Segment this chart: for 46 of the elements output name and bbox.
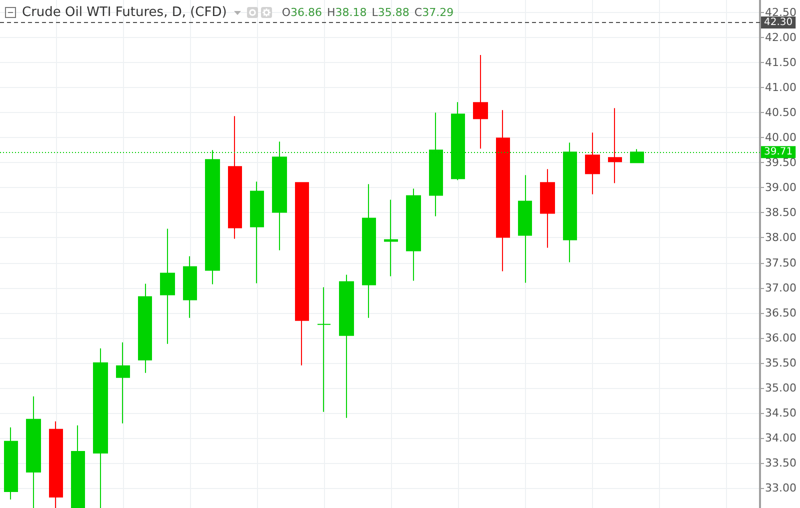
y-tick-label: 40.00 (765, 131, 796, 144)
ref-line-label: 42.30 (764, 17, 793, 28)
y-tick-label: 35.50 (765, 356, 796, 370)
y-tick-label: 39.50 (765, 156, 796, 170)
candlestick (496, 110, 510, 272)
y-tick-label: 40.50 (765, 106, 796, 120)
candlestick (473, 54, 488, 150)
y-tick-label: 36.00 (765, 331, 796, 344)
candlestick (295, 182, 309, 366)
chart-title: Crude Oil WTI Futures, D, (CFD) (22, 5, 227, 20)
y-tick-label: 41.50 (765, 56, 796, 70)
y-tick-label: 34.50 (765, 406, 796, 420)
y-tick-label: 37.50 (765, 256, 796, 270)
annotation: O36.86 H38.18 L35.88 C37.29 (282, 6, 454, 19)
candlestick (4, 426, 18, 500)
candlestick (518, 174, 532, 284)
candlestick (228, 116, 242, 240)
candlestick (362, 184, 376, 318)
candlestick (250, 181, 264, 284)
candlestick (540, 168, 555, 248)
y-tick-label: 37.00 (765, 281, 796, 294)
y-tick-label: 38.00 (765, 231, 796, 244)
candlestick (71, 424, 85, 508)
candlestick (138, 283, 152, 374)
candlestick (384, 199, 398, 277)
candlestick (116, 342, 130, 424)
y-tick-label: 33.50 (765, 456, 796, 470)
candlestick (183, 256, 197, 318)
y-tick-label: 41.00 (765, 81, 796, 94)
ref-line-label: 39.71 (764, 146, 793, 158)
candlestick (585, 132, 600, 195)
candlestick (406, 188, 421, 282)
candlestick (317, 286, 331, 412)
candlestick (49, 420, 63, 508)
y-tick-label: 39.00 (765, 181, 796, 194)
candlestick (160, 228, 175, 344)
y-tick-label: 35.00 (765, 381, 796, 394)
candlestick (93, 348, 108, 508)
y-tick-label: 36.50 (765, 306, 796, 320)
y-tick-label: 34.00 (765, 431, 796, 444)
y-tick-label: 38.50 (765, 206, 796, 220)
candlestick (26, 396, 41, 508)
candlestick (339, 274, 354, 418)
y-tick-label: 42.00 (765, 31, 796, 44)
candlestick (608, 108, 622, 184)
y-tick-label: 33.00 (765, 481, 796, 494)
